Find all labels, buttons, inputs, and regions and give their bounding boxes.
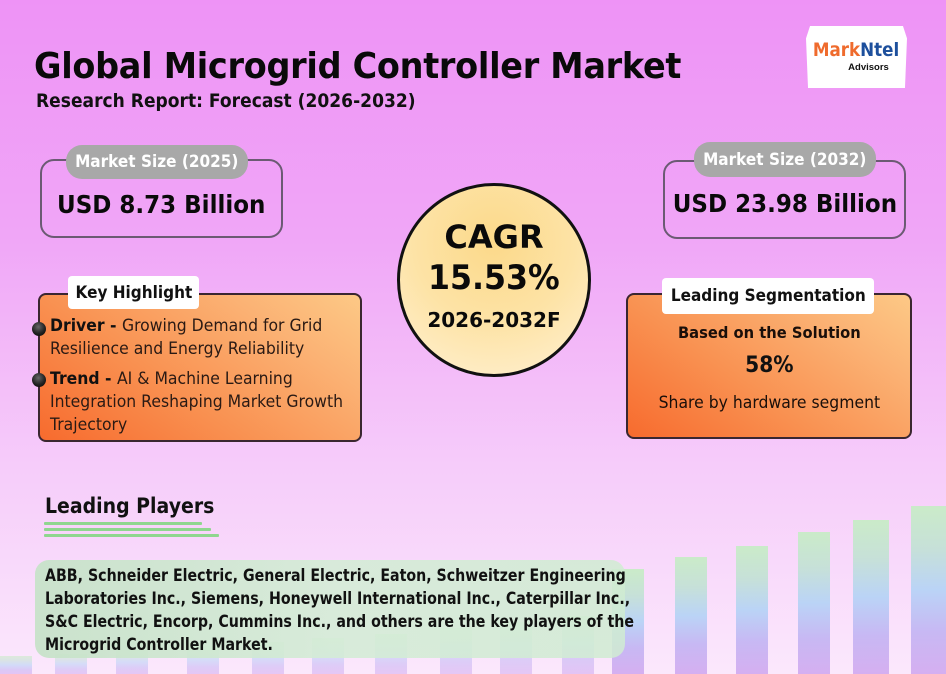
leading-players-text: ABB, Schneider Electric, General Electri…: [45, 564, 645, 656]
highlight-driver-term: Driver -: [50, 316, 122, 336]
market-size-2032-label-text: Market Size (2032): [703, 149, 867, 170]
page-title: Global Microgrid Controller Market: [34, 46, 682, 87]
highlight-trend: Trend - AI & Machine Learning Integratio…: [50, 368, 360, 437]
logo-tagline: Advisors: [848, 62, 889, 73]
market-size-2032-value: USD 23.98 Billion: [672, 189, 897, 218]
highlight-driver-text: Growing Demand for Grid Resilience and E…: [50, 316, 323, 359]
segmentation-description-text: Share by hardware segment: [658, 393, 880, 413]
logo-mark-text: Mark: [813, 39, 861, 61]
decorative-bar: [911, 506, 946, 674]
bullet-icon: [32, 322, 46, 336]
market-size-2025-value: USD 8.73 Billion: [57, 190, 266, 219]
decorative-bar: [798, 532, 830, 674]
bullet-icon: [32, 373, 46, 387]
title-underline: [44, 534, 219, 537]
leading-segmentation-panel: [626, 293, 912, 439]
cagr-value: 15.53%: [428, 257, 560, 298]
leading-players-text-content: ABB, Schneider Electric, General Electri…: [45, 566, 634, 654]
segmentation-description: Share by hardware segment: [626, 393, 912, 413]
highlight-trend-term: Trend -: [50, 369, 117, 389]
key-highlight-panel: [38, 293, 362, 442]
brand-logo: MarkNtel Advisors: [806, 26, 907, 88]
cagr-label: CAGR: [444, 218, 544, 257]
market-size-2032-label: Market Size (2032): [694, 142, 876, 177]
cagr-period: 2026-2032F: [427, 307, 561, 332]
page-subtitle: Research Report: Forecast (2026-2032): [36, 90, 416, 112]
decorative-bar: [55, 654, 87, 674]
title-underline: [44, 528, 211, 531]
leading-segmentation-label: Leading Segmentation: [662, 278, 874, 314]
market-size-2025-label: Market Size (2025): [66, 145, 248, 179]
highlight-driver: Driver - Growing Demand for Grid Resilie…: [50, 315, 360, 361]
key-highlight-label-text: Key Highlight: [75, 282, 192, 303]
leading-players-title: Leading Players: [45, 494, 215, 518]
segmentation-basis: Based on the Solution: [626, 323, 912, 342]
decorative-bar: [675, 557, 707, 674]
leading-segmentation-label-text: Leading Segmentation: [670, 286, 866, 306]
segmentation-value-text: 58%: [744, 353, 794, 378]
market-size-2025-label-text: Market Size (2025): [75, 152, 239, 172]
key-highlight-label: Key Highlight: [68, 276, 199, 309]
title-underline: [44, 522, 202, 525]
leading-players-box: [35, 560, 625, 658]
decorative-bar: [0, 656, 32, 674]
segmentation-value: 58%: [626, 353, 912, 378]
cagr-badge: CAGR 15.53% 2026-2032F: [397, 183, 591, 377]
decorative-bar: [853, 520, 889, 674]
highlight-trend-text: AI & Machine Learning Integration Reshap…: [50, 369, 344, 435]
segmentation-basis-text: Based on the Solution: [677, 323, 861, 342]
logo-wordmark: MarkNtel: [813, 41, 899, 60]
decorative-bar: [736, 546, 768, 674]
logo-ntel-text: Ntel: [860, 39, 900, 61]
